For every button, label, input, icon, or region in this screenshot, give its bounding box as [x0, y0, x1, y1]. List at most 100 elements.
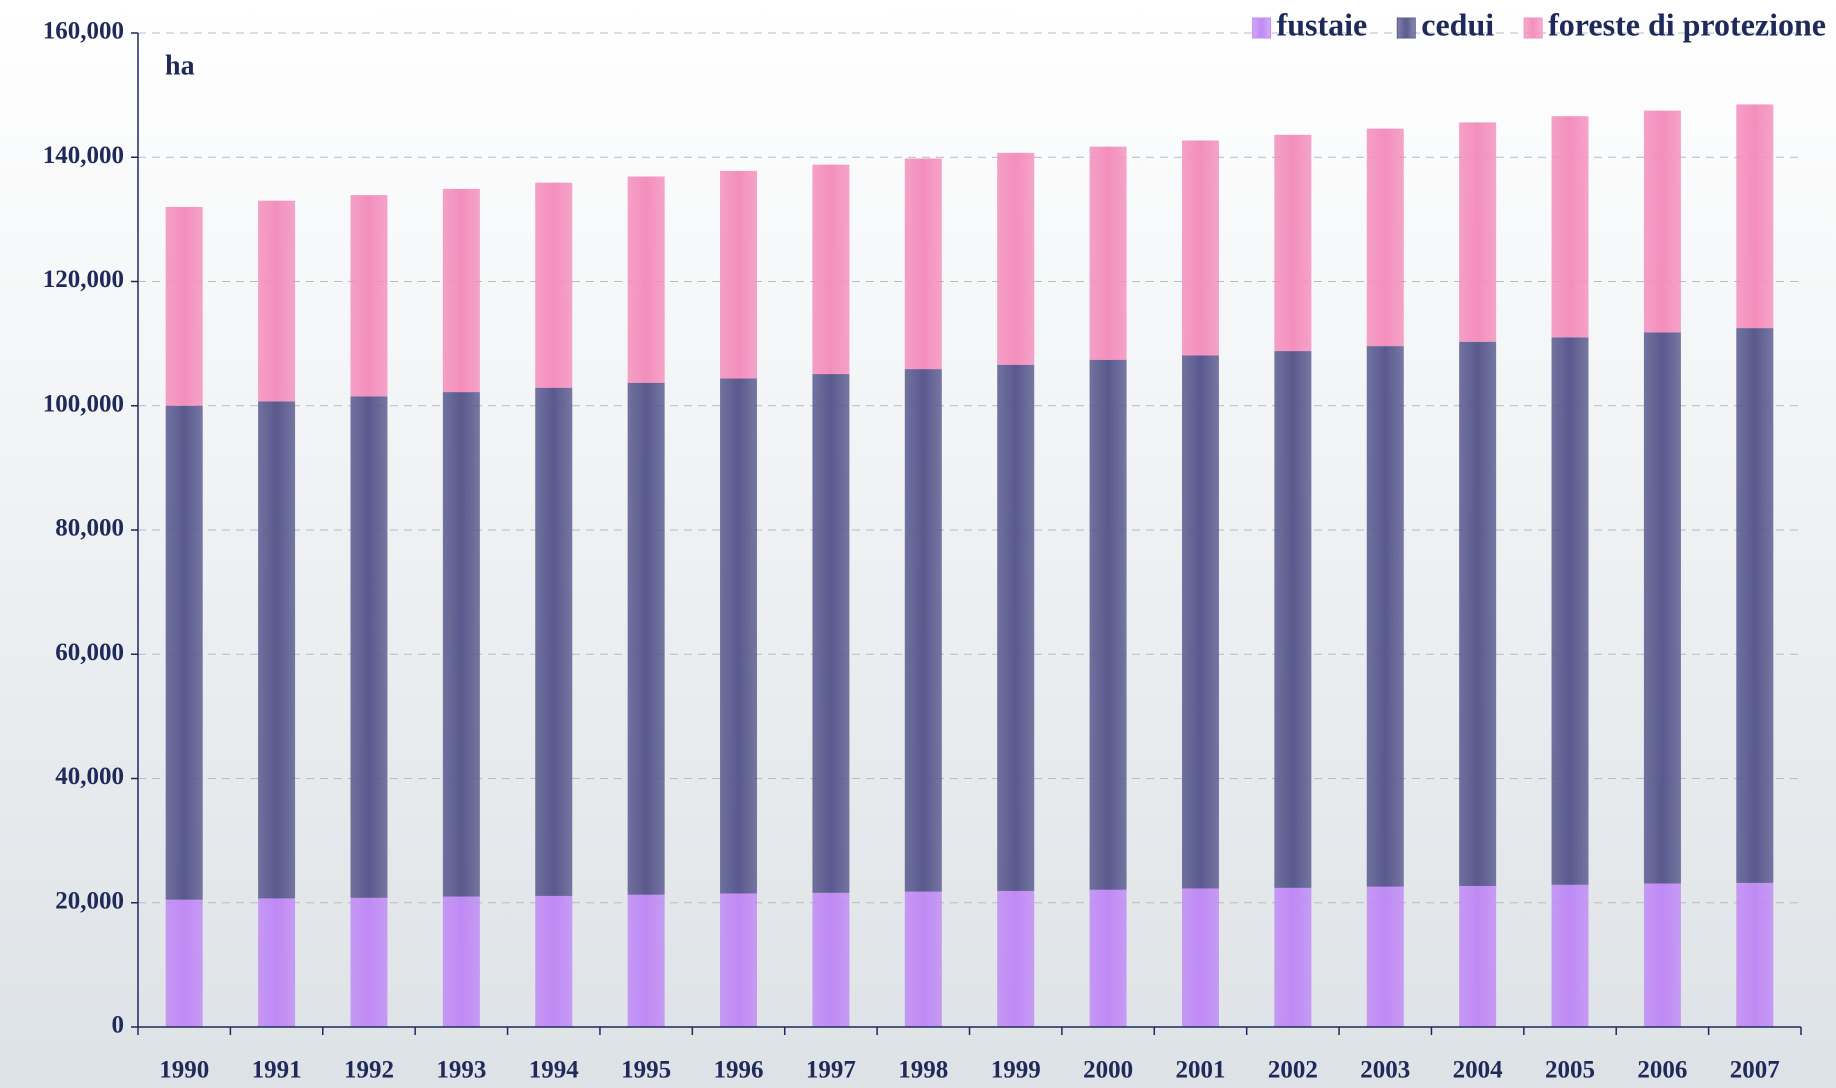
bar-segment-base: [720, 378, 758, 894]
legend-swatch: [1252, 17, 1272, 39]
bar-segment: [165, 405, 203, 900]
bar-segment-base: [904, 369, 942, 892]
bar-segment-base: [1736, 104, 1774, 329]
bar-segment-base: [1551, 337, 1589, 885]
bar-segment: [1181, 355, 1219, 889]
bar-segment-base: [812, 892, 850, 1027]
bar-segment: [1274, 887, 1312, 1027]
bar-segment-base: [1274, 134, 1312, 352]
bar-segment-base: [350, 195, 388, 397]
bar-segment-base: [1181, 355, 1219, 889]
x-tick-label: 1994: [529, 1057, 580, 1084]
bar-segment: [1274, 351, 1312, 888]
bar-segment-base: [1089, 146, 1127, 360]
bar-segment: [904, 369, 942, 892]
bar-segment-base: [904, 891, 942, 1027]
legend-swatch: [1396, 17, 1416, 39]
bar-segment: [720, 378, 758, 894]
bar-segment: [1366, 886, 1404, 1027]
bar-segment-base: [904, 158, 942, 370]
y-tick-label: 160,000: [43, 18, 124, 45]
y-tick-label: 20,000: [55, 887, 124, 914]
x-tick-label: 2006: [1637, 1057, 1687, 1084]
bar-segment-base: [258, 200, 296, 402]
bar-segment: [350, 396, 388, 898]
bar-segment-base: [165, 405, 203, 900]
x-tick-label: 2005: [1545, 1057, 1595, 1084]
bar-segment: [535, 895, 573, 1027]
bar-segment: [350, 195, 388, 397]
bar-segment: [258, 401, 296, 899]
bar-segment: [627, 382, 665, 895]
bar-segment: [997, 890, 1035, 1027]
bar-segment: [535, 387, 573, 896]
bar-segment: [1089, 889, 1127, 1027]
bar-segment-base: [442, 188, 480, 393]
x-tick-label: 1993: [436, 1057, 486, 1084]
bar-segment: [1274, 134, 1312, 352]
bar-segment-base: [535, 182, 573, 388]
bar-segment: [1089, 359, 1127, 890]
bar-segment-base: [812, 164, 850, 375]
bar-segment: [535, 182, 573, 388]
bar-segment-base: [1459, 122, 1497, 342]
bar-segment-base: [1181, 888, 1219, 1027]
bar-segment: [627, 176, 665, 383]
y-tick-label: 120,000: [43, 266, 124, 293]
legend-label: fustaie: [1277, 6, 1368, 42]
x-tick-label: 2002: [1268, 1057, 1318, 1084]
bar-segment: [1643, 883, 1681, 1027]
x-tick-label: 1998: [898, 1057, 948, 1084]
bar-segment-base: [442, 392, 480, 897]
bar-segment: [442, 896, 480, 1027]
bar-segment: [1366, 128, 1404, 347]
bar-segment-base: [1643, 110, 1681, 333]
bar-segment-base: [812, 374, 850, 893]
bar-segment-base: [1736, 882, 1774, 1027]
bar-segment: [904, 891, 942, 1027]
bar-segment-base: [1551, 116, 1589, 338]
bar-segment: [442, 392, 480, 897]
x-tick-label: 2001: [1175, 1057, 1225, 1084]
bar-segment: [442, 188, 480, 393]
bar-segment: [720, 170, 758, 379]
bar-segment-base: [1551, 884, 1589, 1027]
x-tick-label: 1992: [344, 1057, 394, 1084]
bar-segment: [1643, 110, 1681, 333]
x-tick-label: 2000: [1083, 1057, 1133, 1084]
bar-segment-base: [350, 396, 388, 898]
bar-segment-base: [1274, 887, 1312, 1027]
bar-segment-base: [997, 890, 1035, 1027]
bar-segment-base: [627, 382, 665, 895]
bar-segment: [350, 897, 388, 1027]
bar-segment: [165, 206, 203, 406]
bar-segment: [1181, 888, 1219, 1027]
bar-segment: [812, 164, 850, 375]
legend-label: cedui: [1421, 6, 1494, 42]
bar-segment-base: [1459, 885, 1497, 1027]
bar-segment: [812, 892, 850, 1027]
bar-segment-base: [258, 401, 296, 899]
bar-segment-base: [442, 896, 480, 1027]
bar-segment-base: [165, 899, 203, 1027]
bar-segment-base: [1366, 346, 1404, 887]
legend-label: foreste di protezione: [1548, 6, 1826, 42]
bar-segment-base: [350, 897, 388, 1027]
bar-segment-base: [165, 206, 203, 406]
bar-segment: [1736, 328, 1774, 883]
y-axis-label: ha: [165, 50, 195, 81]
legend-swatch: [1523, 17, 1543, 39]
x-tick-label: 1997: [806, 1057, 856, 1084]
bar-segment: [258, 200, 296, 402]
bar-segment-base: [1089, 359, 1127, 890]
legend: fustaie cedui foreste di protezione: [1252, 6, 1826, 42]
bar-segment-base: [1736, 328, 1774, 883]
bar-segment-base: [1643, 332, 1681, 884]
x-tick-label: 2003: [1360, 1057, 1410, 1084]
y-tick-label: 60,000: [55, 639, 124, 666]
bar-segment-base: [997, 152, 1035, 365]
bar-segment: [1736, 104, 1774, 329]
bar-segment-base: [1089, 889, 1127, 1027]
y-tick-label: 40,000: [55, 763, 124, 790]
